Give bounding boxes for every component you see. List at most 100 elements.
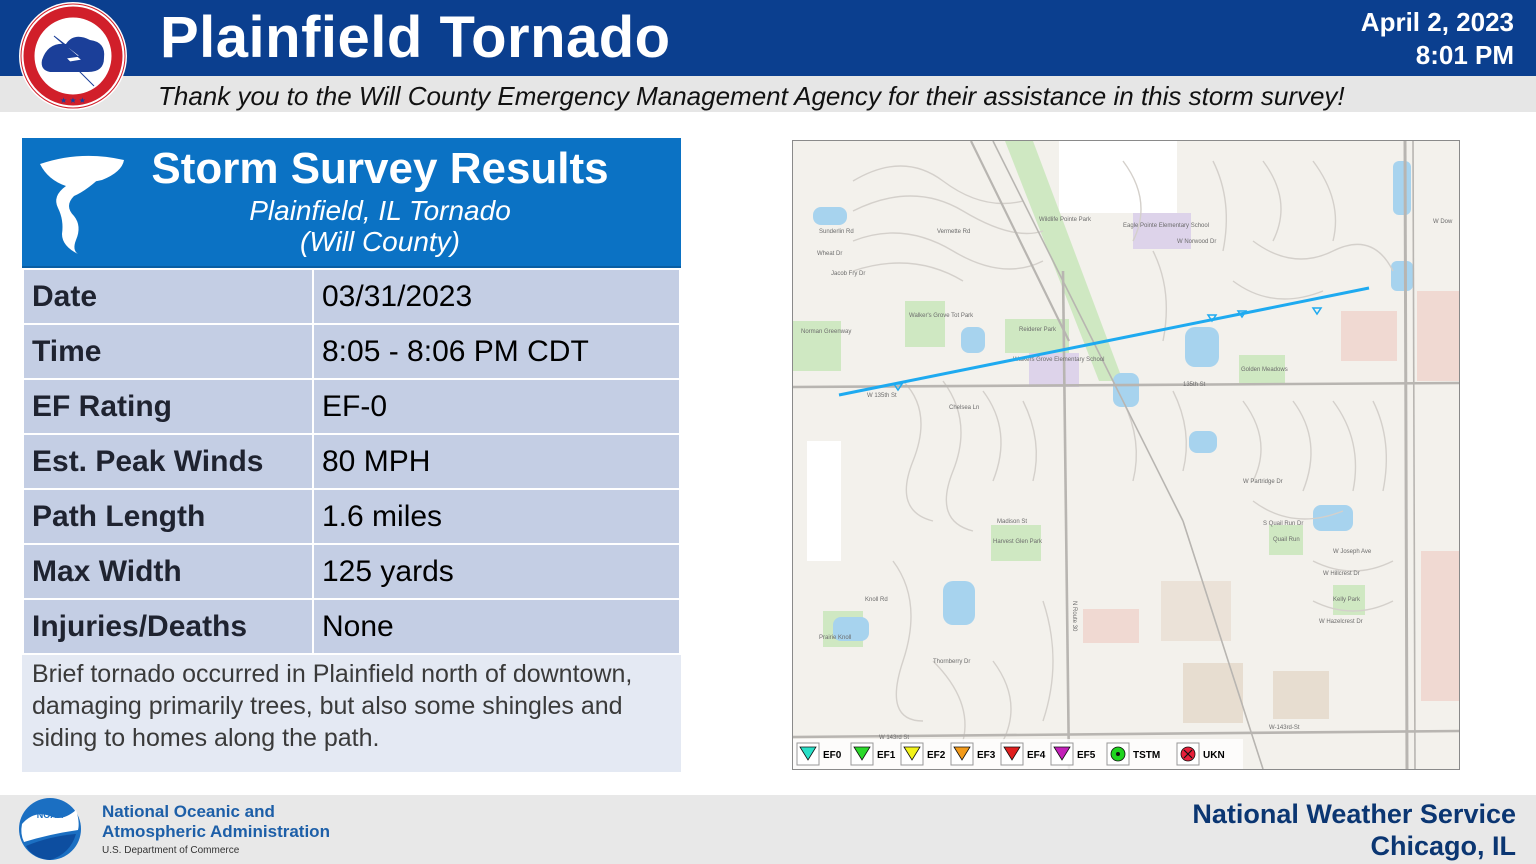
card-header: Storm Survey Results Plainfield, IL Torn… xyxy=(22,138,681,268)
noaa-line2: Atmospheric Administration xyxy=(102,822,330,841)
ef4-triangle-icon xyxy=(1003,746,1021,761)
map-park xyxy=(1239,355,1285,383)
map-park xyxy=(905,301,945,347)
noaa-name: National Oceanic and Atmospheric Adminis… xyxy=(102,802,330,842)
legend-item: EF4 xyxy=(1000,742,1046,766)
row-label: Time xyxy=(22,323,314,380)
ef5-triangle-icon xyxy=(1053,746,1071,761)
row-value: 1.6 miles xyxy=(312,488,681,545)
map-label: Harvest Glen Park xyxy=(993,539,1043,545)
card-title: Storm Survey Results xyxy=(151,144,609,193)
map-label: Knoll Rd xyxy=(865,597,888,603)
map-label: Thornberry Dr xyxy=(933,659,970,665)
nws-office: National Weather Service Chicago, IL xyxy=(1192,798,1516,862)
map-label: Wildlife Pointe Park xyxy=(1039,217,1092,223)
map-label: Wheat Dr xyxy=(817,251,842,257)
street-label: W 143rd St xyxy=(879,735,909,741)
legend-label: EF0 xyxy=(823,750,842,761)
noaa-dept: U.S. Department of Commerce xyxy=(102,845,240,856)
thanks-text: Thank you to the Will County Emergency M… xyxy=(158,81,1345,111)
map-label: W Norwood Dr xyxy=(1177,239,1216,245)
table-row: Path Length 1.6 miles xyxy=(22,488,681,545)
legend-label: TSTM xyxy=(1133,750,1160,761)
survey-results-card: Storm Survey Results Plainfield, IL Torn… xyxy=(22,138,681,772)
tornado-icon xyxy=(40,155,124,254)
table-row: Injuries/Deaths None xyxy=(22,598,681,655)
map-label: Quail Run xyxy=(1273,537,1300,543)
ef0-marker-icon xyxy=(892,383,904,392)
map-label: Golden Meadows xyxy=(1241,367,1288,373)
svg-text:★ ★ ★: ★ ★ ★ xyxy=(60,96,86,105)
row-value: 03/31/2023 xyxy=(312,268,681,325)
card-subtitle-location: Plainfield, IL Tornado xyxy=(249,195,511,226)
legend-label: UKN xyxy=(1203,750,1225,761)
noaa-line1: National Oceanic and xyxy=(102,802,275,821)
nws-logo-icon: ★ ★ ★ xyxy=(19,2,127,110)
damage-path-map[interactable]: Norman Greenway Walker's Grove Tot Park … xyxy=(792,140,1460,770)
survey-description: Brief tornado occurred in Plainfield nor… xyxy=(32,660,633,752)
ef3-triangle-icon xyxy=(953,746,971,761)
legend-item: EF2 xyxy=(900,742,946,766)
map-label: Jacob Fry Dr xyxy=(831,271,865,277)
row-label: Path Length xyxy=(22,488,314,545)
map-label: W Joseph Ave xyxy=(1333,549,1372,555)
table-row: Max Width 125 yards xyxy=(22,543,681,600)
map-label: W Hillcrest Dr xyxy=(1323,571,1360,577)
legend-label: EF5 xyxy=(1077,750,1096,761)
card-subtitle: Plainfield, IL Tornado (Will County) xyxy=(140,195,620,257)
legend-item: UKN xyxy=(1176,742,1225,766)
ef0-triangle-icon xyxy=(799,746,817,761)
street-label: N Route 30 xyxy=(1071,601,1077,632)
page-title: Plainfield Tornado xyxy=(160,5,671,70)
results-table: Date 03/31/2023 Time 8:05 - 8:06 PM CDT EF… xyxy=(22,268,681,655)
street-label: 135th St xyxy=(1183,382,1206,388)
map-label: W Hazelcrest Dr xyxy=(1319,619,1363,625)
row-label: Max Width xyxy=(22,543,314,600)
table-row: Date 03/31/2023 xyxy=(22,268,681,325)
legend-label: EF1 xyxy=(877,750,896,761)
footer-bar xyxy=(0,795,1536,864)
row-value: 8:05 - 8:06 PM CDT xyxy=(312,323,681,380)
map-park xyxy=(793,321,841,371)
map-label: Reiderer Park xyxy=(1019,327,1057,333)
map-label: Sunderlin Rd xyxy=(819,229,854,235)
header-bar xyxy=(0,0,1536,76)
tornado-track xyxy=(838,286,1370,397)
noaa-logo-icon: NOAA xyxy=(19,798,81,860)
ef0-marker-icon xyxy=(1236,310,1248,319)
map-label: Chelsea Ln xyxy=(949,405,979,411)
map-park xyxy=(1269,525,1303,555)
issue-time: 8:01 PM xyxy=(1415,40,1514,70)
legend-item: EF5 xyxy=(1050,742,1096,766)
map-label: Eagle Pointe Elementary School xyxy=(1123,223,1209,229)
map-label: Walkers Grove Elementary School xyxy=(1013,357,1104,363)
row-label: Injuries/Deaths xyxy=(22,598,314,655)
issue-date: April 2, 2023 xyxy=(1360,7,1514,37)
ef2-triangle-icon xyxy=(903,746,921,761)
nws-line1: National Weather Service xyxy=(1192,799,1516,829)
row-label: Est. Peak Winds xyxy=(22,433,314,490)
map-label: Prairie Knoll xyxy=(819,635,851,641)
row-value: 125 yards xyxy=(312,543,681,600)
legend-label: EF3 xyxy=(977,750,996,761)
table-row: Est. Peak Winds 80 MPH xyxy=(22,433,681,490)
map-park xyxy=(991,525,1041,561)
street-label: W 135th St xyxy=(867,393,897,399)
ef1-triangle-icon xyxy=(853,746,871,761)
thanks-bar xyxy=(0,76,1536,112)
noaa-logo-text: NOAA xyxy=(37,810,64,820)
table-row: Time 8:05 - 8:06 PM CDT xyxy=(22,323,681,380)
map-legend: EF0 EF1 EF2 EF3 EF4 xyxy=(793,739,1243,769)
map-label: Norman Greenway xyxy=(801,329,851,335)
legend-label: EF2 xyxy=(927,750,946,761)
row-label: Date xyxy=(22,268,314,325)
table-row: EF Rating EF-0 xyxy=(22,378,681,435)
legend-item: TSTM xyxy=(1106,742,1160,766)
map-label: Kelly Park xyxy=(1333,597,1361,603)
legend-label: EF4 xyxy=(1027,750,1046,761)
map-label: Walker's Grove Tot Park xyxy=(909,313,974,319)
ef0-marker-icon xyxy=(1311,307,1323,316)
map-label: Vermette Rd xyxy=(937,229,970,235)
map-canvas: Norman Greenway Walker's Grove Tot Park … xyxy=(793,141,1459,769)
map-label: S Quail Run Dr xyxy=(1263,521,1303,527)
